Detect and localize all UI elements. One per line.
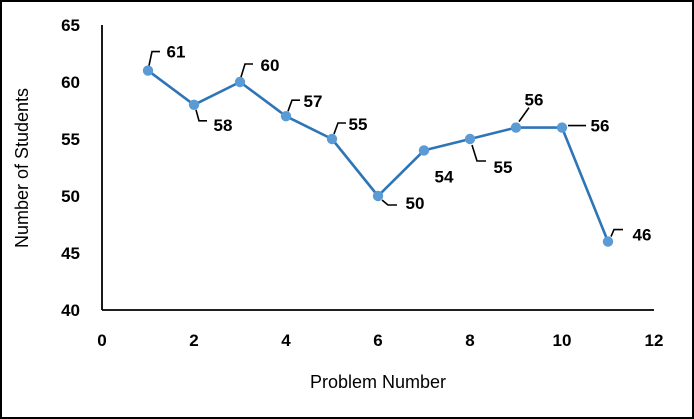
data-label-leader [240, 63, 253, 78]
data-point-marker [418, 145, 430, 156]
data-label: 55 [349, 115, 368, 134]
data-point-marker [464, 133, 476, 145]
x-axis-title: Problem Number [310, 372, 446, 392]
data-labels: 61 58 60 57 55 50 54 55 56 56 46 [167, 43, 652, 245]
x-tick-label: 8 [465, 331, 474, 350]
data-label: 61 [167, 43, 186, 62]
y-tick-label: 60 [61, 73, 80, 92]
data-label: 50 [406, 194, 425, 213]
line-series [142, 65, 614, 247]
data-label: 54 [435, 167, 454, 186]
data-label-leader [287, 99, 300, 112]
y-tick-label: 55 [61, 130, 80, 149]
data-label: 46 [633, 226, 652, 245]
x-tick-label: 0 [97, 331, 106, 350]
data-label-leader [518, 107, 530, 123]
data-label-leader [333, 122, 346, 135]
y-tick-label: 65 [61, 16, 80, 35]
data-label-leader [471, 144, 486, 162]
data-point-marker [234, 76, 246, 88]
data-label: 58 [214, 116, 233, 135]
data-point-marker [556, 122, 568, 133]
data-point-marker [280, 111, 292, 122]
y-axis-title: Number of Students [12, 88, 32, 248]
data-label-leader-lines [148, 50, 623, 237]
data-label-leader [148, 50, 160, 66]
data-label-leader [381, 199, 397, 206]
x-tick-label: 12 [645, 331, 664, 350]
x-tick-label: 2 [189, 331, 198, 350]
data-label-leader [195, 109, 207, 122]
data-label: 60 [261, 56, 280, 75]
y-tick-label: 40 [61, 301, 80, 320]
data-label: 56 [591, 117, 610, 136]
data-point-marker [142, 65, 154, 76]
data-point-marker [372, 190, 384, 202]
y-tick-label: 50 [61, 187, 80, 206]
x-tick-label: 4 [281, 331, 291, 350]
data-label: 57 [304, 92, 323, 111]
data-point-marker [602, 236, 614, 247]
data-point-marker [510, 122, 522, 133]
data-label-leader [610, 228, 623, 237]
axes [101, 25, 654, 311]
y-tick-label: 45 [61, 244, 80, 263]
data-point-marker [326, 133, 338, 145]
x-tick-label: 10 [553, 331, 572, 350]
data-point-marker [188, 99, 200, 111]
x-tick-label: 6 [373, 331, 382, 350]
data-label: 55 [494, 158, 513, 177]
data-label: 56 [525, 91, 544, 110]
